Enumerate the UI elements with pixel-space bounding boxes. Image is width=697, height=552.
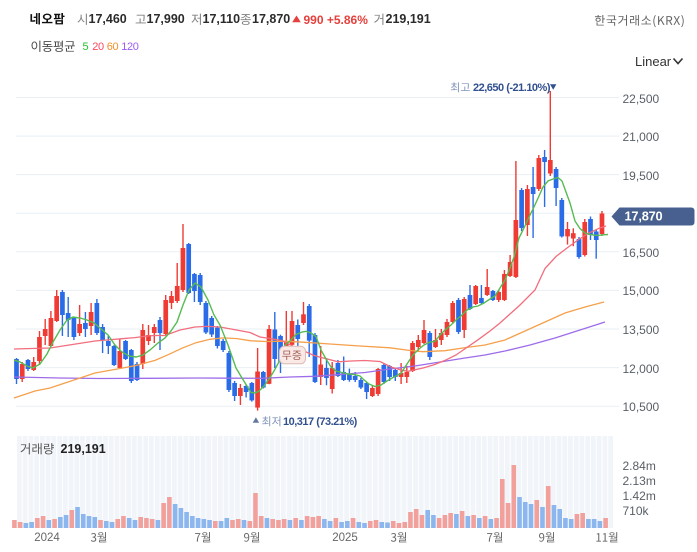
svg-text:17,870: 17,870 (625, 209, 663, 224)
